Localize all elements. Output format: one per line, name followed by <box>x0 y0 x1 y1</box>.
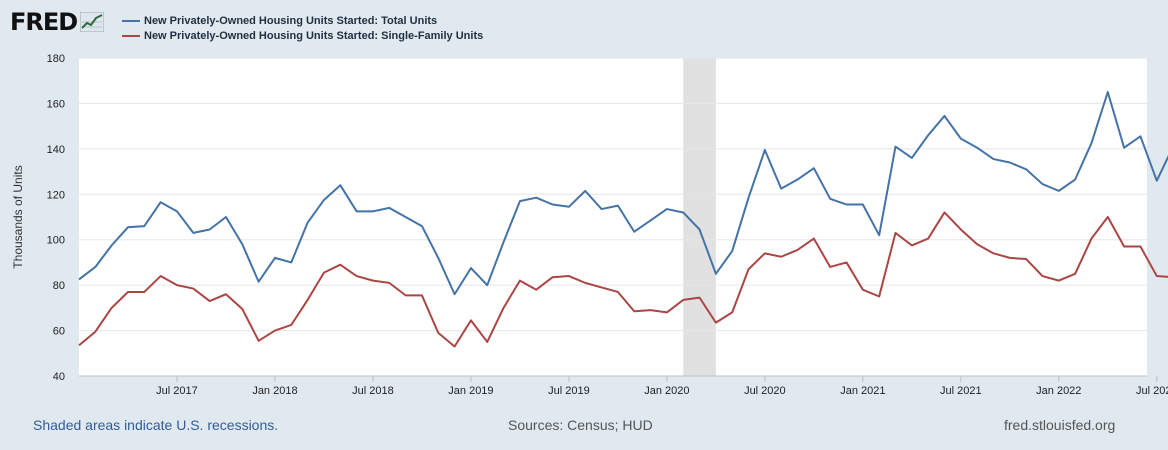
series-line-single-family-units[interactable] <box>78 211 1168 348</box>
site-url[interactable]: fred.stlouisfed.org <box>1004 417 1116 433</box>
legend-item-single-family[interactable]: New Privately-Owned Housing Units Starte… <box>122 28 483 43</box>
legend-label-single-family: New Privately-Owned Housing Units Starte… <box>144 29 484 42</box>
legend-item-total[interactable]: New Privately-Owned Housing Units Starte… <box>122 13 483 28</box>
x-tick-label: Jul 2017 <box>156 385 198 397</box>
y-tick-label: 180 <box>47 53 65 65</box>
y-tick-label: 120 <box>47 189 65 201</box>
x-tick-label: Jan 2021 <box>840 385 885 397</box>
x-tick-label: Jan 2018 <box>252 385 297 397</box>
x-tick-label: Jul 2018 <box>352 385 394 397</box>
x-tick-label: Jan 2020 <box>644 385 689 397</box>
x-tick-label: Jul 2022 <box>1136 385 1168 397</box>
series-line-total-units[interactable] <box>78 91 1168 296</box>
legend-label-total: New Privately-Owned Housing Units Starte… <box>144 14 438 27</box>
x-tick-label: Jan 2022 <box>1036 385 1081 397</box>
y-tick-label: 60 <box>53 326 65 338</box>
y-tick-label: 80 <box>53 280 65 292</box>
recession-note: Shaded areas indicate U.S. recessions. <box>33 417 279 433</box>
x-tick-label: Jul 2019 <box>548 385 590 397</box>
y-tick-label: 40 <box>53 371 65 383</box>
y-tick-label: 160 <box>47 98 65 110</box>
y-tick-label: 100 <box>47 235 65 247</box>
chart-legend: New Privately-Owned Housing Units Starte… <box>122 13 483 43</box>
plot-area <box>79 58 1147 376</box>
fred-logo-text: FRED <box>10 8 78 36</box>
x-tick-label: Jan 2019 <box>448 385 493 397</box>
fred-logo[interactable]: FRED <box>10 8 105 36</box>
legend-swatch-total <box>122 19 140 22</box>
sources-note: Sources: Census; HUD <box>508 417 653 433</box>
x-tick-label: Jul 2021 <box>940 385 982 397</box>
x-tick-label: Jul 2020 <box>744 385 786 397</box>
y-axis-title: Thousands of Units <box>11 165 25 268</box>
legend-swatch-single-family <box>122 34 140 37</box>
y-tick-label: 140 <box>47 144 65 156</box>
chart-line-icon <box>80 12 105 32</box>
